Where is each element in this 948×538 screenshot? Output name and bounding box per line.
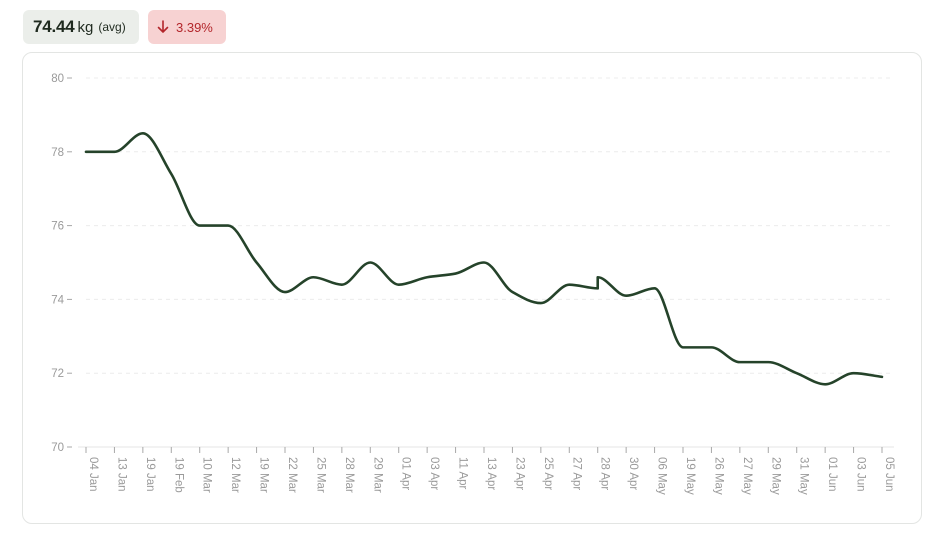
x-tick-label: 19 May — [684, 457, 696, 495]
data-point[interactable] — [481, 260, 487, 266]
x-tick-label: 01 Apr — [400, 457, 412, 490]
x-tick-label: 04 Jan — [87, 457, 99, 492]
chart-card — [22, 52, 922, 524]
x-tick-label: 10 Mar — [201, 457, 213, 493]
x-tick-label: 25 Apr — [542, 457, 554, 490]
grid-lines — [86, 77, 894, 374]
data-point[interactable] — [794, 370, 800, 376]
data-point[interactable] — [367, 260, 373, 266]
x-tick-label: 01 Jun — [826, 457, 838, 492]
x-tick-label: 28 Apr — [599, 457, 611, 490]
data-point[interactable] — [595, 285, 601, 291]
data-point[interactable] — [83, 149, 89, 155]
x-tick-label: 31 May — [798, 457, 810, 495]
data-point[interactable] — [396, 282, 402, 288]
average-weight-unit: kg — [77, 18, 94, 36]
data-point[interactable] — [197, 223, 203, 229]
data-point[interactable] — [652, 285, 658, 291]
x-tick-label: 06 May — [656, 457, 668, 495]
weight-change-badge: 3.39% — [148, 10, 226, 44]
x-tick-label: 27 May — [741, 457, 753, 495]
data-point[interactable] — [339, 282, 345, 288]
data-point[interactable] — [168, 171, 174, 177]
x-tick-label: 19 Jan — [144, 457, 156, 492]
data-point[interactable] — [737, 359, 743, 365]
data-point[interactable] — [140, 130, 146, 136]
data-point[interactable] — [310, 274, 316, 280]
data-point[interactable] — [566, 282, 572, 288]
x-tick-label: 13 Apr — [485, 457, 497, 490]
y-tick-label: 74 — [51, 294, 64, 306]
average-weight-value: 74.44 — [33, 17, 75, 36]
x-tick-label: 13 Jan — [115, 457, 127, 492]
data-point[interactable] — [453, 271, 459, 277]
arrow-down-icon — [157, 20, 169, 33]
x-tick-label: 25 Mar — [314, 457, 326, 493]
series-layer — [84, 132, 884, 386]
x-tick-label: 23 Apr — [513, 457, 525, 490]
x-tick-label: 29 Mar — [371, 457, 383, 493]
data-point[interactable] — [282, 289, 288, 295]
x-tick-label: 26 May — [712, 457, 724, 495]
axes: 70 72 74 76 78 80 04 Jan 13 Jan 19 Jan 19 Feb 10 M… — [51, 73, 895, 495]
average-weight-badge: 74.44 kg (avg) — [23, 10, 139, 44]
x-tick-label: 27 Apr — [570, 457, 582, 490]
data-point[interactable] — [111, 149, 117, 155]
data-point[interactable] — [225, 223, 231, 229]
x-tick-label: 03 Jun — [855, 457, 867, 492]
y-tick-label: 76 — [51, 221, 64, 233]
x-tick-label: 28 Mar — [343, 457, 355, 493]
x-tick-label: 12 Mar — [229, 457, 241, 493]
data-point[interactable] — [765, 359, 771, 365]
data-point[interactable] — [822, 381, 828, 387]
average-weight-note: (avg) — [98, 20, 126, 34]
x-tick-label: 30 Apr — [627, 457, 639, 490]
y-tick-label: 72 — [51, 368, 64, 380]
data-point[interactable] — [509, 289, 515, 295]
x-tick-label: 03 Apr — [428, 457, 440, 490]
data-point[interactable] — [595, 274, 601, 280]
x-tick-label: 19 Feb — [172, 457, 184, 493]
y-tick-label: 80 — [51, 73, 64, 85]
x-tick-label: 22 Mar — [286, 457, 298, 493]
y-tick-label: 70 — [51, 442, 64, 454]
data-point[interactable] — [254, 260, 260, 266]
data-point[interactable] — [424, 274, 430, 280]
data-point[interactable] — [708, 344, 714, 350]
data-point[interactable] — [851, 370, 857, 376]
data-point[interactable] — [623, 293, 629, 299]
x-tick-label: 11 Apr — [457, 457, 469, 490]
data-point[interactable] — [879, 374, 885, 380]
weight-change-value: 3.39% — [176, 19, 213, 35]
data-point[interactable] — [538, 300, 544, 306]
summary-badges: 74.44 kg (avg) 3.39% — [23, 10, 226, 44]
data-point[interactable] — [680, 344, 686, 350]
data-points — [83, 130, 885, 387]
x-tick-label: 05 Jun — [883, 457, 895, 492]
weight-series-line — [84, 132, 884, 386]
y-tick-label: 78 — [51, 147, 64, 159]
x-tick-label: 29 May — [769, 457, 781, 495]
x-tick-label: 19 Mar — [258, 457, 270, 493]
